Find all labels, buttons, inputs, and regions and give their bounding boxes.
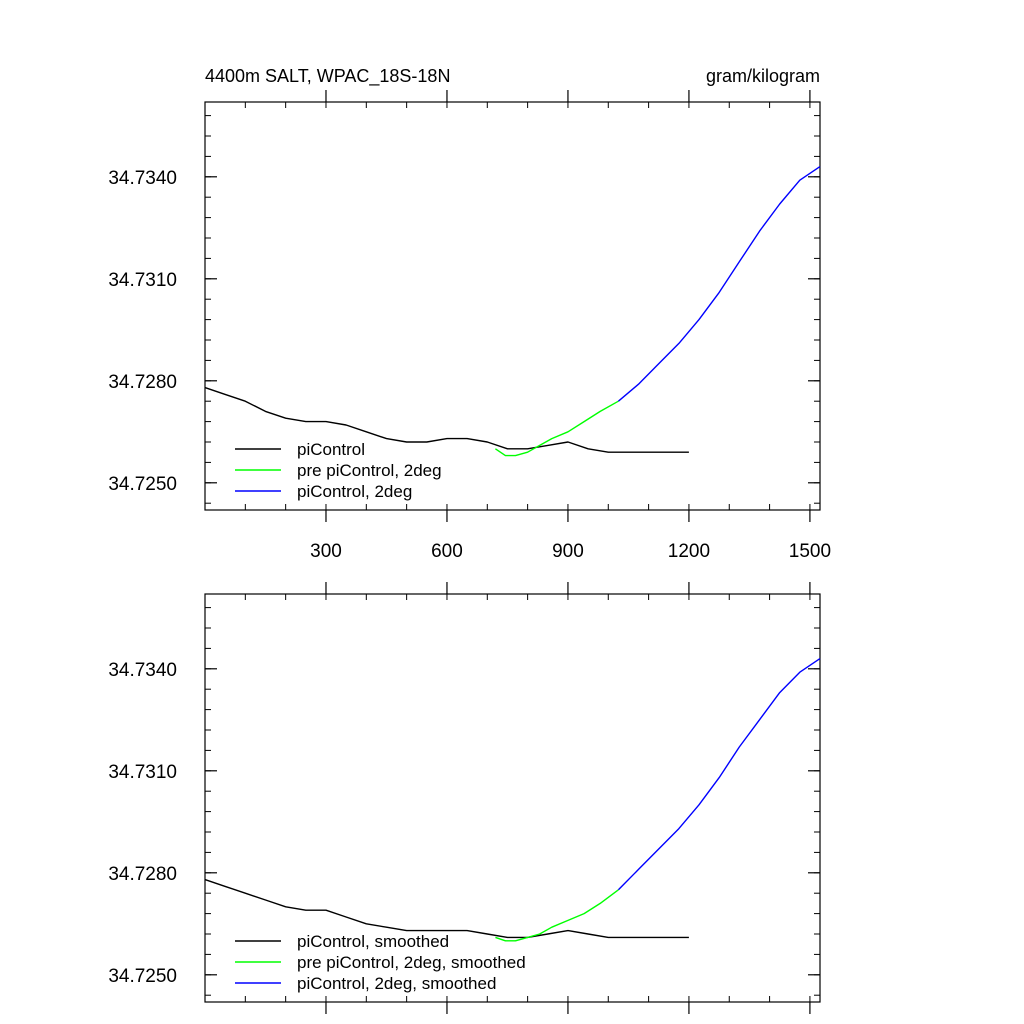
chart-title: 4400m SALT, WPAC_18S-18N — [205, 66, 450, 87]
legend-label: pre piControl, 2deg, smoothed — [297, 953, 526, 972]
legend-label: piControl, 2deg — [297, 482, 412, 501]
plot-frame — [204, 101, 821, 511]
plot-frame — [204, 593, 821, 1003]
top-panel: 34.7250 34.7280 34.7310 34.7340 300 600 900 120… — [108, 90, 831, 562]
series-line-picontrol-smoothed — [204, 878, 689, 939]
series-line-pre-picontrol-2deg-smoothed — [495, 889, 619, 942]
legend-label: piControl, 2deg, smoothed — [297, 974, 496, 993]
y-tick-label: 34.7310 — [108, 762, 177, 783]
series-line-pre-picontrol-2deg — [495, 400, 619, 457]
y-tick-label: 34.7250 — [108, 474, 177, 495]
y-tick-label: 34.7280 — [108, 864, 177, 885]
legend-label: piControl — [297, 440, 365, 459]
x-tick-label: 900 — [552, 541, 584, 562]
series-line-picontrol-2deg — [617, 166, 821, 402]
legend-label: piControl, smoothed — [297, 932, 449, 951]
x-tick-label: 600 — [431, 541, 463, 562]
y-tick-label: 34.7310 — [108, 270, 177, 291]
y-tick-label: 34.7340 — [108, 168, 177, 189]
y-tick-label: 34.7280 — [108, 372, 177, 393]
series-line-picontrol — [204, 386, 689, 453]
x-tick-label: 300 — [310, 541, 342, 562]
x-tick-label: 1500 — [789, 541, 831, 562]
y-tick-label: 34.7340 — [108, 660, 177, 681]
bottom-panel: 34.7250 34.7280 34.7310 34.7340 piControl, s… — [108, 582, 821, 1014]
legend-label: pre piControl, 2deg — [297, 461, 442, 480]
units-label: gram/kilogram — [706, 66, 820, 86]
y-tick-label: 34.7250 — [108, 966, 177, 987]
x-tick-label: 1200 — [668, 541, 710, 562]
series-line-picontrol-2deg-smoothed — [617, 658, 821, 891]
